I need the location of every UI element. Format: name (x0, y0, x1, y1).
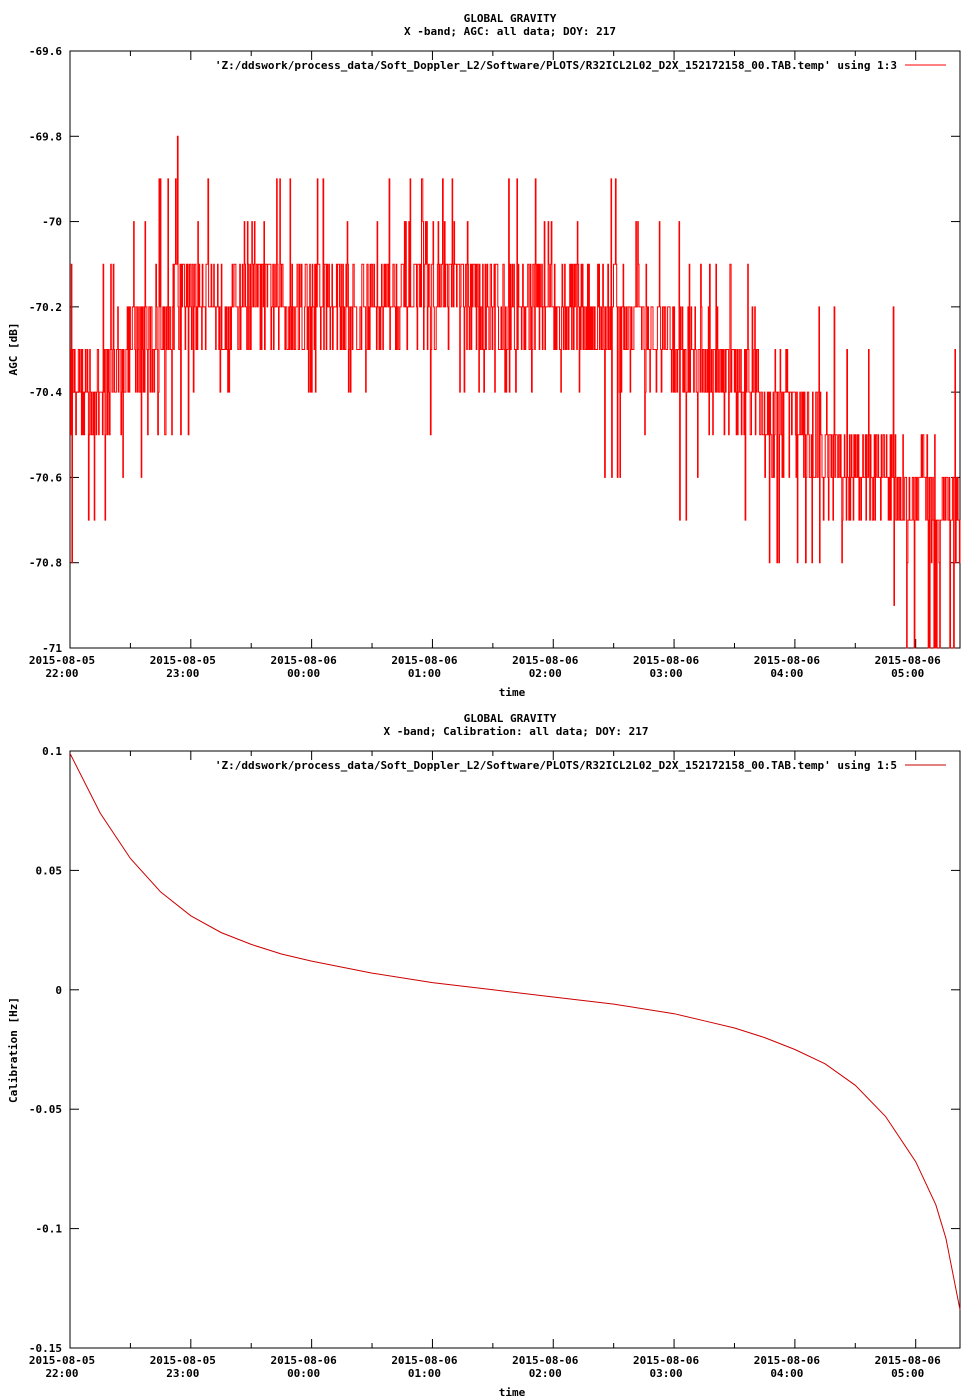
x-tick-label: 2015-08-06 (391, 1354, 458, 1367)
x-tick-label: 2015-08-06 (875, 1354, 942, 1367)
x-tick-label: 2015-08-06 (633, 654, 700, 667)
legend-label: 'Z:/ddswork/process_data/Soft_Doppler_L2… (215, 59, 897, 72)
x-tick-label: 2015-08-06 (271, 654, 338, 667)
series-line (70, 135, 961, 649)
x-tick-label: 2015-08-06 (271, 1354, 338, 1367)
chart-subtitle: X -band; AGC: all data; DOY: 217 (404, 25, 616, 38)
x-tick-label: 2015-08-05 (29, 1354, 95, 1367)
x-tick-label: 2015-08-05 (150, 1354, 216, 1367)
x-tick-label: 2015-08-06 (633, 1354, 700, 1367)
x-tick-label: 23:00 (166, 667, 199, 680)
y-tick-label: -71 (42, 642, 62, 655)
x-tick-label: 04:00 (770, 667, 803, 680)
x-tick-label: 04:00 (770, 1367, 803, 1380)
y-tick-label: -0.15 (29, 1342, 62, 1355)
x-tick-label: 03:00 (650, 667, 683, 680)
x-tick-label: 2015-08-06 (875, 654, 942, 667)
y-tick-label: -70.6 (29, 471, 62, 484)
y-tick-label: 0 (55, 984, 62, 997)
y-tick-label: -70.4 (29, 386, 62, 399)
x-tick-label: 2015-08-06 (512, 1354, 579, 1367)
chart-title: GLOBAL GRAVITY (464, 12, 557, 25)
y-axis-label: Calibration [Hz] (7, 997, 20, 1103)
x-tick-label: 2015-08-06 (754, 654, 821, 667)
chart-title: GLOBAL GRAVITY (464, 712, 557, 725)
x-tick-label: 01:00 (408, 1367, 441, 1380)
x-tick-label: 02:00 (529, 667, 562, 680)
legend-label: 'Z:/ddswork/process_data/Soft_Doppler_L2… (215, 759, 897, 772)
y-tick-label: -69.6 (29, 45, 62, 58)
x-tick-label: 22:00 (45, 667, 78, 680)
x-tick-label: 2015-08-06 (512, 654, 579, 667)
y-tick-label: -70 (42, 216, 62, 229)
x-tick-label: 01:00 (408, 667, 441, 680)
y-tick-label: -69.8 (29, 130, 62, 143)
y-tick-label: -0.05 (29, 1103, 62, 1116)
x-tick-label: 2015-08-06 (391, 654, 458, 667)
series-line (69, 753, 961, 1310)
x-tick-label: 02:00 (529, 1367, 562, 1380)
x-tick-label: 05:00 (891, 667, 924, 680)
x-tick-label: 00:00 (287, 1367, 320, 1380)
y-tick-label: -0.1 (36, 1223, 63, 1236)
plot-frame (69, 750, 961, 1349)
agc-chart: GLOBAL GRAVITY X -band; AGC: all data; D… (7, 12, 961, 699)
x-tick-label: 2015-08-05 (29, 654, 95, 667)
x-axis-label: time (499, 1386, 526, 1399)
y-tick-label: -70.2 (29, 301, 62, 314)
y-axis-label: AGC [dB] (7, 323, 20, 376)
chart-subtitle: X -band; Calibration: all data; DOY: 217 (384, 725, 649, 738)
x-tick-label: 2015-08-06 (754, 1354, 821, 1367)
x-tick-label: 05:00 (891, 1367, 924, 1380)
y-tick-label: 0.05 (36, 864, 63, 877)
x-tick-label: 22:00 (45, 1367, 78, 1380)
x-tick-label: 03:00 (650, 1367, 683, 1380)
x-tick-label: 23:00 (166, 1367, 199, 1380)
calibration-chart: GLOBAL GRAVITY X -band; Calibration: all… (7, 712, 961, 1399)
y-tick-label: -70.8 (29, 557, 62, 570)
x-axis-label: time (499, 686, 526, 699)
y-tick-label: 0.1 (42, 745, 62, 758)
x-tick-label: 00:00 (287, 667, 320, 680)
x-tick-label: 2015-08-05 (150, 654, 216, 667)
